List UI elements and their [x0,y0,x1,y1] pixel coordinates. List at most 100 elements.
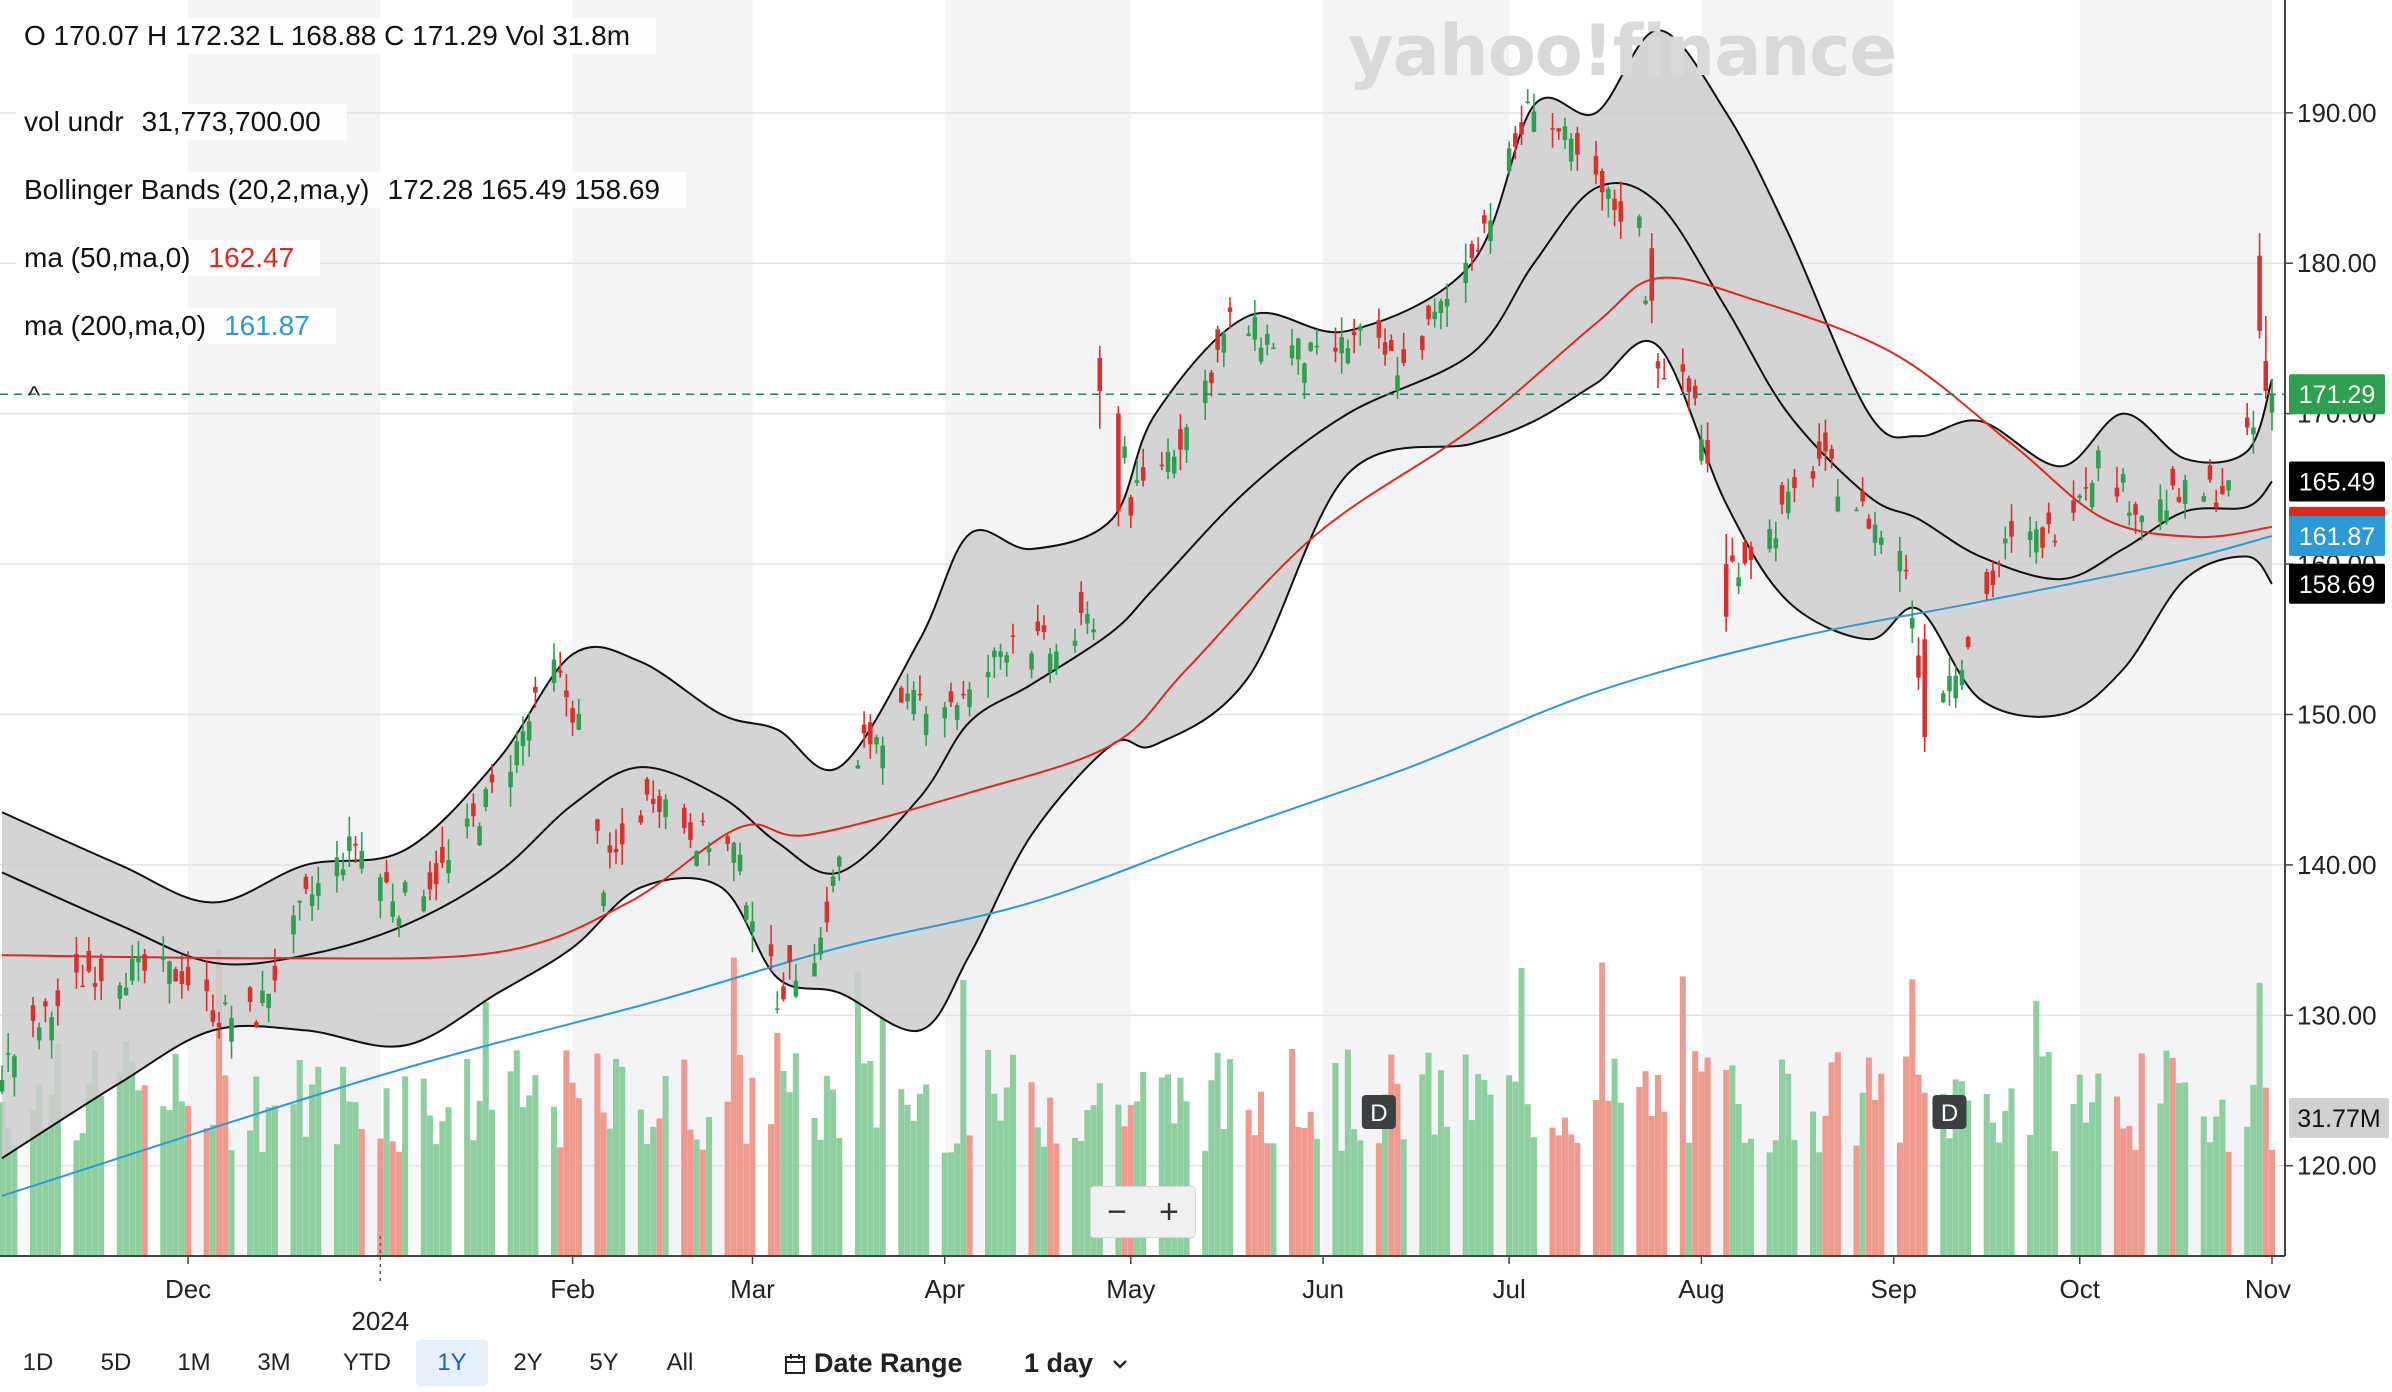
volume-bar [780,1071,787,1256]
volume-bar [2076,1074,2083,1256]
volume-bar [29,1110,37,1256]
range-all-button[interactable]: All [666,1349,694,1376]
candle-body [55,990,61,1006]
volume-bar [2089,1102,2096,1256]
range-ytd-button[interactable]: YTD [343,1349,391,1376]
volume-bar [433,1144,440,1256]
volume-bar [1530,1137,1537,1256]
candle-body [1519,122,1524,135]
candle-body [688,822,693,840]
volume-bar [1227,1059,1234,1256]
legend-ma50[interactable]: ma (50,ma,0) 162.47 [16,240,321,276]
collapse-legend-caret[interactable]: ^ [28,380,41,410]
volume-bar [2206,1142,2213,1256]
candle-body [1029,653,1034,670]
bollinger-badge-label: 165.49 [2299,468,2375,496]
candle-body [508,771,513,788]
candle-body [2139,516,2145,522]
candle-body [1730,555,1735,562]
zoom-in-button[interactable]: + [1159,1192,1179,1231]
volume-bar [612,1058,620,1256]
y-tick-label: 130.00 [2297,1000,2377,1030]
legend-ma200[interactable]: ma (200,ma,0) 161.87 [16,308,336,344]
candle-body [378,877,383,901]
legend-bollinger[interactable]: Bollinger Bands (20,2,ma,y) 172.28 165.49… [16,172,686,208]
dividend-marker[interactable] [1932,1095,1967,1129]
candle-body [1469,243,1475,259]
range-1y-button[interactable]: 1Y [416,1340,488,1386]
candle-body [1705,439,1710,464]
candle-body [1246,333,1251,336]
volume-bar [402,1076,409,1256]
volume-bar [129,1061,136,1256]
range-2y-button[interactable]: 2Y [513,1349,543,1376]
volume-bar [1549,1127,1556,1256]
volume-bar [947,1152,954,1256]
volume-bar [1785,1073,1792,1256]
volume-bar [1183,1101,1190,1256]
volume-bar [2157,1103,2164,1256]
candle-body [359,850,364,869]
candle-body [1047,653,1053,672]
volume-bar [910,1120,917,1256]
candle-body [1649,248,1655,301]
candle-body [750,921,755,933]
candle-body [1376,319,1382,338]
candle-body [210,1010,216,1022]
range-3m-button[interactable]: 3M [257,1349,291,1376]
candle-body [948,691,954,703]
volume-bar [222,1075,229,1256]
candle-body [477,826,482,846]
volume-bar [253,1076,260,1256]
volume-bar [823,1075,830,1256]
volume-bar [2113,1096,2120,1256]
zoom-out-button[interactable]: − [1107,1192,1127,1231]
range-5d-button[interactable]: 5D [100,1349,132,1376]
volume-bar [606,1128,613,1256]
candle-body [2207,465,2213,480]
volume-bar [513,1050,520,1256]
x-tick-label: Feb [550,1274,595,1304]
candle-body [142,954,147,971]
candle-body [787,945,792,963]
volume-bar [836,1138,843,1256]
volume-bar [2163,1050,2170,1256]
legend-value: 161.87 [224,310,310,341]
interval-select[interactable]: 1 day [1024,1340,1129,1386]
volume-bar [985,1049,992,1256]
range-5y-button[interactable]: 5Y [589,1349,619,1376]
y-tick-label: 150.00 [2297,699,2377,729]
volume-bar [1140,1072,1147,1256]
volume-bar [2082,1122,2089,1256]
candle-body [1953,675,1958,699]
volume-bar [476,1101,483,1256]
y-tick-label: 190.00 [2297,98,2377,128]
volume-bar [340,1066,347,1256]
candle-body [1692,385,1698,399]
date-range-button[interactable]: Date Range [784,1340,963,1386]
candle-body [173,969,178,982]
candle-body [1184,427,1189,451]
volume-bar [532,1075,539,1256]
candle-body [1525,101,1531,103]
range-1d-button[interactable]: 1D [22,1349,54,1376]
candle-body [440,846,445,863]
volume-bar [644,1143,651,1256]
dividend-marker[interactable] [1361,1095,1396,1129]
volume-bar [997,1120,1004,1256]
candle-body [880,745,885,769]
legend-vol-undr[interactable]: vol undr 31,773,700.00 [16,104,347,140]
volume-bar [1034,1127,1041,1256]
volume-bar [991,1093,998,1256]
candle-body [837,856,842,867]
volume-bar [92,1050,99,1256]
volume-bar [464,1059,471,1256]
volume-bar [879,1013,886,1256]
range-1m-button[interactable]: 1M [177,1349,211,1376]
volume-bar [1078,1141,1085,1256]
candle-body [1686,378,1692,392]
candle-body [86,950,92,972]
volume-bar [2200,1116,2207,1256]
